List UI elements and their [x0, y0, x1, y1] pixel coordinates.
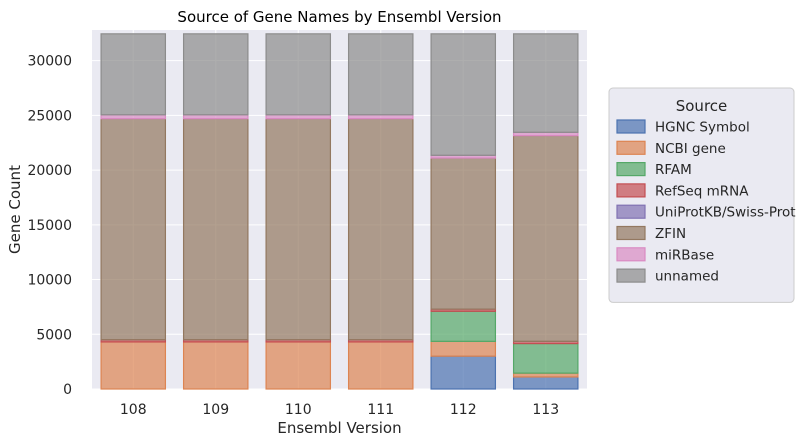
legend-item: RefSeq mRNA — [616, 183, 749, 199]
bar-segment — [182, 33, 249, 116]
bar-segment — [100, 118, 167, 341]
bar-segment — [430, 157, 497, 310]
bar-stack — [430, 33, 497, 390]
x-tick-label: 111 — [367, 402, 394, 418]
legend-item: NCBI gene — [616, 140, 726, 157]
legend-label: miRBase — [655, 247, 714, 263]
legend-label: HGNC Symbol — [655, 120, 750, 136]
legend-title: Source — [676, 97, 728, 115]
bar-segment — [430, 340, 497, 357]
y-tick-label: 10000 — [27, 273, 72, 289]
bar-segment — [430, 355, 497, 390]
bar-segment — [265, 341, 332, 390]
bar-stack — [182, 33, 249, 390]
plot-area — [92, 30, 587, 389]
legend-item: ZFIN — [616, 225, 686, 242]
y-tick-label: 15000 — [27, 218, 72, 234]
legend-swatch — [616, 140, 646, 155]
bar-segment — [347, 118, 414, 341]
bar-segment — [182, 341, 249, 390]
x-tick-label: 109 — [202, 402, 229, 418]
y-tick-label: 5000 — [36, 327, 72, 343]
legend-label: unnamed — [655, 269, 719, 285]
legend-label: RFAM — [655, 162, 692, 178]
x-axis-label: Ensembl Version — [277, 419, 401, 437]
legend-swatch — [616, 162, 646, 177]
x-tick-label: 110 — [285, 402, 312, 418]
legend-swatch — [616, 204, 646, 219]
bar-stack — [347, 33, 414, 390]
legend-item: unnamed — [616, 268, 719, 285]
legend-swatch — [616, 268, 646, 283]
legend-label: RefSeq mRNA — [655, 183, 749, 199]
legend-item: UniProtKB/Swiss-Prot — [616, 204, 796, 221]
legend-label: NCBI gene — [655, 141, 726, 157]
bar-segment — [430, 33, 497, 156]
legend-label: UniProtKB/Swiss-Prot — [655, 205, 796, 221]
x-tick-label: 112 — [450, 402, 477, 418]
y-axis-label: Gene Count — [6, 165, 24, 254]
bar-segment — [512, 33, 579, 133]
x-tick-label: 108 — [120, 402, 147, 418]
y-axis-ticks: 0 5000 10000 15000 20000 25000 30000 — [27, 54, 72, 398]
bar-stack — [512, 33, 579, 390]
x-tick-label: 113 — [532, 402, 559, 418]
bar-segment — [512, 135, 579, 342]
bar-segment — [182, 118, 249, 341]
bar-segment — [347, 341, 414, 390]
bar-segment — [512, 376, 579, 390]
legend-item: RFAM — [616, 162, 692, 178]
legend-label: ZFIN — [655, 226, 686, 242]
legend-item: miRBase — [616, 247, 714, 263]
y-tick-label: 20000 — [27, 163, 72, 179]
bar-stack — [100, 33, 167, 390]
y-tick-label: 0 — [63, 382, 72, 398]
x-axis-ticks: 108 109 110 111 112 113 — [120, 402, 559, 418]
bar-segment — [347, 33, 414, 116]
legend-swatch — [616, 119, 646, 134]
chart-title: Source of Gene Names by Ensembl Version — [177, 8, 501, 26]
legend-swatch — [616, 183, 646, 198]
bar-segment — [265, 33, 332, 116]
legend-swatch — [616, 247, 646, 262]
bar-segment — [430, 310, 497, 342]
legend: Source HGNC Symbol NCBI gene RFAM RefSeq mR… — [608, 87, 796, 303]
bar-segment — [100, 341, 167, 390]
y-tick-label: 30000 — [27, 54, 72, 70]
y-tick-label: 25000 — [27, 108, 72, 124]
bar-segment — [512, 342, 579, 374]
legend-swatch — [616, 225, 646, 241]
bar-stack — [265, 33, 332, 390]
legend-box — [608, 87, 795, 303]
bar-segment — [100, 33, 167, 116]
bars — [100, 33, 579, 390]
legend-items: HGNC Symbol NCBI gene RFAM RefSeq mRNA UniPr… — [616, 119, 796, 285]
legend-item: HGNC Symbol — [616, 119, 750, 136]
bar-segment — [265, 118, 332, 341]
